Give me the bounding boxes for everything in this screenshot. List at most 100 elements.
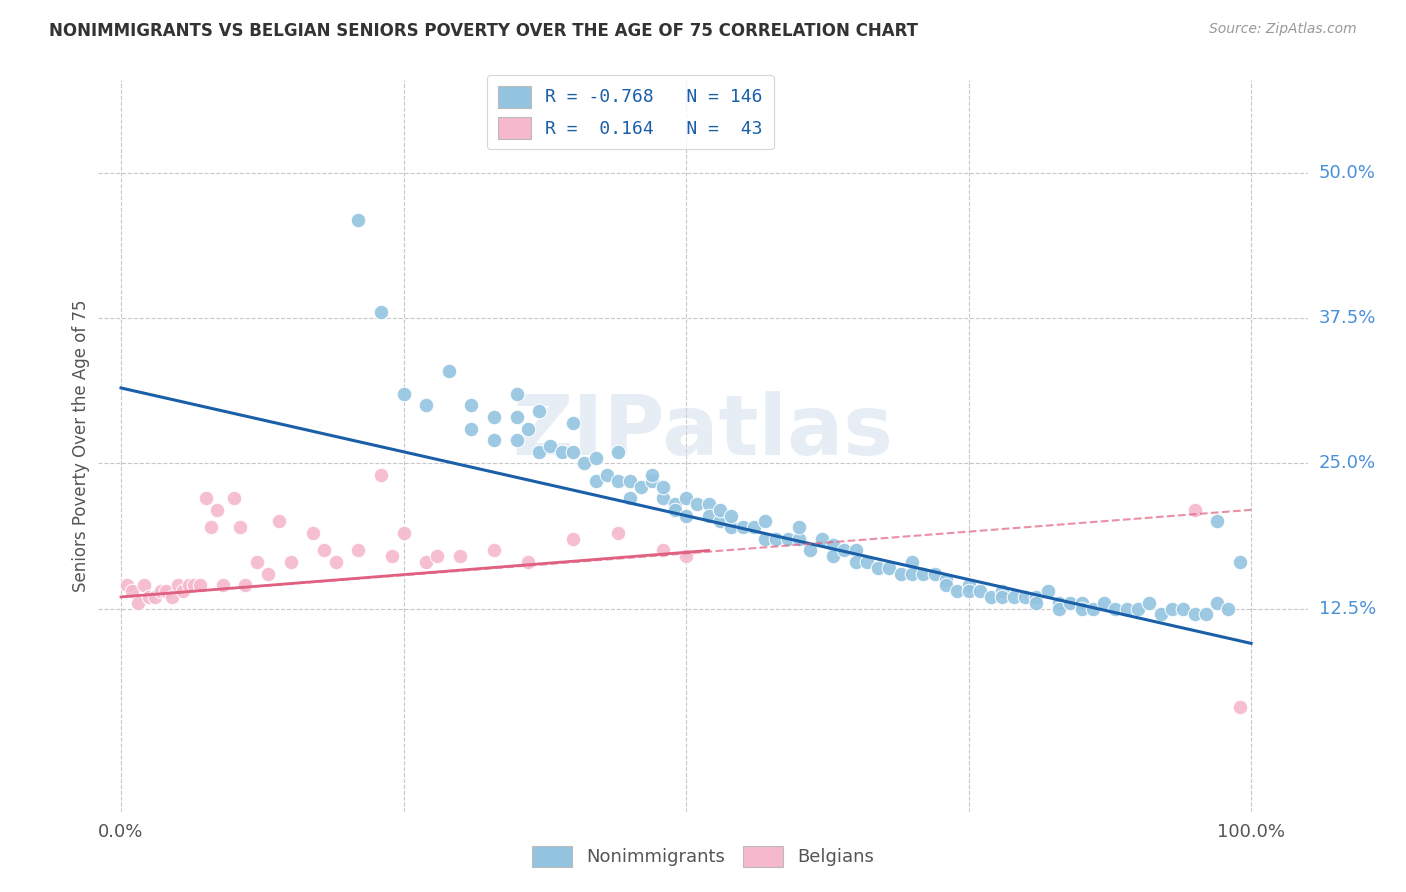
Point	[1036, 584, 1059, 599]
Point	[585, 450, 607, 465]
Text: 50.0%: 50.0%	[1319, 164, 1375, 182]
Point	[832, 543, 855, 558]
Point	[619, 491, 641, 506]
Point	[437, 363, 460, 377]
Point	[1002, 590, 1025, 604]
Text: NONIMMIGRANTS VS BELGIAN SENIORS POVERTY OVER THE AGE OF 75 CORRELATION CHART: NONIMMIGRANTS VS BELGIAN SENIORS POVERTY…	[49, 22, 918, 40]
Point	[1047, 601, 1070, 615]
Text: 37.5%: 37.5%	[1319, 310, 1376, 327]
Point	[160, 590, 183, 604]
Point	[347, 543, 370, 558]
Point	[856, 555, 879, 569]
Point	[1047, 596, 1070, 610]
Point	[505, 386, 527, 401]
Point	[607, 445, 630, 459]
Legend: R = -0.768   N = 146, R =  0.164   N =  43: R = -0.768 N = 146, R = 0.164 N = 43	[488, 75, 773, 150]
Point	[845, 543, 868, 558]
Point	[302, 526, 325, 541]
Point	[527, 445, 550, 459]
Point	[787, 532, 810, 546]
Point	[652, 491, 675, 506]
Point	[257, 566, 280, 581]
Point	[1104, 601, 1126, 615]
Point	[482, 433, 505, 447]
Point	[652, 543, 675, 558]
Point	[1070, 596, 1092, 610]
Point	[426, 549, 449, 564]
Point	[194, 491, 217, 506]
Point	[166, 578, 188, 592]
Point	[1059, 596, 1081, 610]
Point	[538, 439, 561, 453]
Point	[527, 404, 550, 418]
Point	[697, 497, 720, 511]
Point	[1014, 590, 1036, 604]
Point	[1218, 601, 1240, 615]
Point	[1229, 555, 1251, 569]
Point	[1137, 596, 1160, 610]
Point	[935, 573, 957, 587]
Point	[211, 578, 233, 592]
Point	[460, 421, 482, 435]
Point	[709, 515, 731, 529]
Point	[280, 555, 302, 569]
Point	[596, 468, 619, 483]
Point	[641, 474, 664, 488]
Point	[879, 561, 901, 575]
Point	[991, 590, 1014, 604]
Point	[991, 584, 1014, 599]
Point	[314, 543, 336, 558]
Point	[957, 578, 980, 592]
Point	[821, 538, 844, 552]
Point	[720, 520, 742, 534]
Point	[205, 503, 228, 517]
Point	[1126, 601, 1149, 615]
Point	[132, 578, 155, 592]
Point	[449, 549, 471, 564]
Point	[890, 566, 912, 581]
Point	[200, 520, 222, 534]
Point	[868, 561, 890, 575]
Text: Source: ZipAtlas.com: Source: ZipAtlas.com	[1209, 22, 1357, 37]
Point	[697, 508, 720, 523]
Point	[1195, 607, 1218, 622]
Point	[607, 474, 630, 488]
Point	[246, 555, 269, 569]
Point	[143, 590, 166, 604]
Point	[810, 532, 832, 546]
Point	[482, 409, 505, 424]
Point	[392, 386, 415, 401]
Point	[392, 526, 415, 541]
Point	[901, 555, 924, 569]
Point	[675, 549, 697, 564]
Point	[799, 543, 821, 558]
Point	[415, 555, 437, 569]
Point	[765, 532, 787, 546]
Point	[325, 555, 347, 569]
Point	[969, 584, 991, 599]
Point	[957, 584, 980, 599]
Point	[460, 398, 482, 412]
Point	[1206, 515, 1229, 529]
Point	[482, 543, 505, 558]
Point	[562, 445, 585, 459]
Point	[731, 520, 754, 534]
Point	[370, 305, 392, 319]
Point	[149, 584, 172, 599]
Point	[720, 508, 742, 523]
Y-axis label: Seniors Poverty Over the Age of 75: Seniors Poverty Over the Age of 75	[72, 300, 90, 592]
Point	[787, 520, 810, 534]
Point	[585, 474, 607, 488]
Point	[188, 578, 211, 592]
Point	[1229, 700, 1251, 714]
Point	[980, 590, 1002, 604]
Point	[1184, 607, 1206, 622]
Point	[641, 468, 664, 483]
Point	[946, 584, 969, 599]
Point	[1025, 596, 1047, 610]
Point	[505, 409, 527, 424]
Point	[516, 421, 538, 435]
Point	[183, 578, 205, 592]
Point	[562, 532, 585, 546]
Point	[505, 433, 527, 447]
